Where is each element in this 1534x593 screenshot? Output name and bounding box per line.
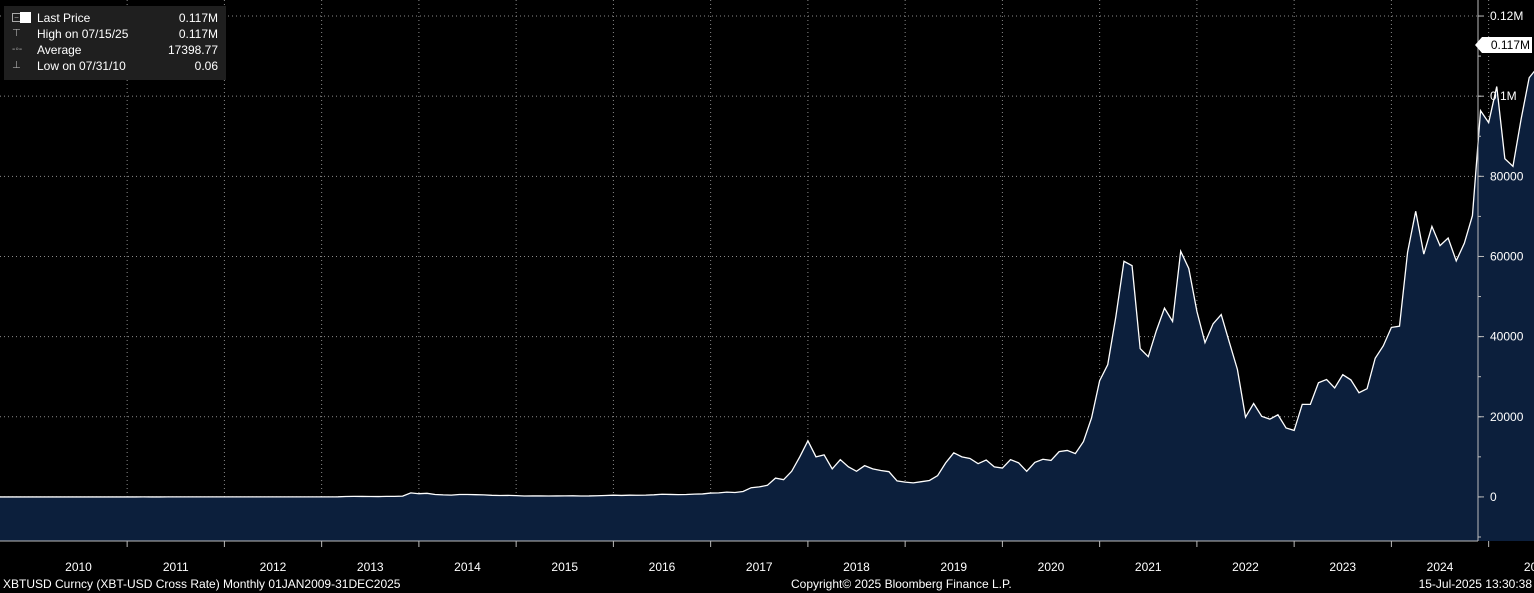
legend-low-value: 0.06	[194, 59, 218, 73]
legend-low-label: Low on 07/31/10	[37, 59, 126, 73]
y-tick-label: 60000	[1490, 249, 1524, 263]
x-tick-label: 2010	[65, 560, 92, 574]
footer-timestamp: 15-Jul-2025 13:30:38	[1418, 577, 1532, 591]
x-tick-label: 2018	[843, 560, 870, 574]
x-tick-label: 2021	[1135, 560, 1162, 574]
x-tick-label: 2017	[746, 560, 773, 574]
legend-row-high: ⊤ High on 07/15/25 0.117M	[4, 26, 226, 42]
last-price-tag: 0.117M	[1475, 37, 1532, 53]
legend-average-value: 17398.77	[167, 43, 218, 57]
y-tick-label: 20000	[1490, 410, 1524, 424]
legend-high-value: 0.117M	[178, 27, 218, 41]
y-tick-label: 0	[1490, 490, 1497, 504]
average-marker-icon: -◦-	[12, 44, 23, 55]
x-tick-label: 2024	[1427, 560, 1454, 574]
price-area-fill	[0, 71, 1534, 541]
legend-panel: − Last Price 0.117M ⊤ High on 07/15/25 0…	[4, 6, 226, 80]
axes-layer: 2010 2011 2012 2013 2014 2015 2016 2017 2018 2019…	[0, 0, 1534, 574]
legend-last-price-label: Last Price	[37, 11, 91, 25]
y-tick-label: 0.1M	[1490, 89, 1517, 103]
legend-high-label: High on 07/15/25	[37, 27, 129, 41]
price-line	[0, 70, 1534, 498]
y-tick-label: 40000	[1490, 330, 1524, 344]
high-marker-icon: ⊤	[12, 28, 21, 39]
x-tick-label: 2020	[1038, 560, 1065, 574]
x-tick-label: 2014	[454, 560, 481, 574]
x-tick-label: 2023	[1329, 560, 1356, 574]
footer-ticker: XBTUSD Curncy (XBT-USD Cross Rate) Month…	[3, 577, 401, 591]
x-tick-label: 2013	[357, 560, 384, 574]
x-tick-label: 2025	[1524, 560, 1534, 574]
footer-copyright: Copyright© 2025 Bloomberg Finance L.P.	[791, 577, 1012, 591]
x-tick-label: 2022	[1232, 560, 1259, 574]
legend-last-price-value: 0.117M	[178, 11, 218, 25]
low-marker-icon: ⊥	[12, 60, 21, 71]
y-tick-label: 80000	[1490, 169, 1524, 183]
legend-row-low: ⊥ Low on 07/31/10 0.06	[4, 58, 226, 74]
x-tick-label: 2011	[163, 560, 189, 574]
x-tick-label: 2015	[551, 560, 578, 574]
x-tick-label: 2012	[260, 560, 287, 574]
legend-row-average: -◦- Average 17398.77	[4, 42, 226, 58]
x-tick-label: 2019	[940, 560, 967, 574]
series-swatch-icon	[20, 12, 31, 23]
y-tick-label: 0.12M	[1490, 9, 1523, 23]
legend-row-last-price: − Last Price 0.117M	[4, 10, 226, 26]
legend-average-label: Average	[37, 43, 82, 57]
x-tick-label: 2016	[649, 560, 676, 574]
